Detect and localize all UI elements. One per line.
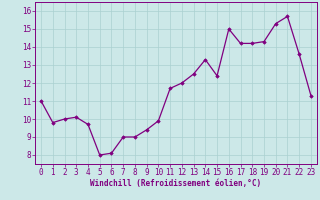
X-axis label: Windchill (Refroidissement éolien,°C): Windchill (Refroidissement éolien,°C) [91,179,261,188]
